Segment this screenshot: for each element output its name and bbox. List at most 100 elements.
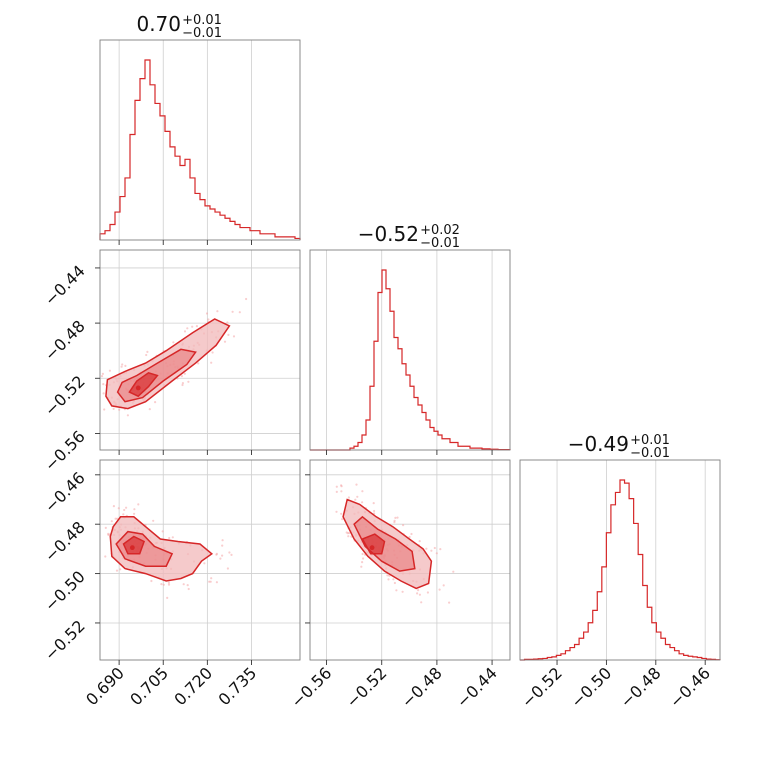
panel-frame (309, 459, 511, 661)
scatter-point (418, 593, 421, 596)
contour-inner-1 (122, 535, 146, 555)
panel-frame (99, 39, 301, 241)
scatter-point (172, 341, 175, 344)
scatter-point (439, 548, 442, 551)
scatter-point (210, 577, 213, 580)
scatter-point (394, 516, 397, 520)
x-tick-label: 0.735 (214, 663, 260, 709)
scatter-point (102, 383, 105, 386)
scatter-point (215, 581, 218, 584)
histogram-param-0 (99, 59, 301, 240)
scatter-point (112, 505, 115, 508)
scatter-point (245, 297, 248, 301)
scatter-point (100, 375, 104, 378)
scatter-point (433, 546, 436, 550)
scatter-point (187, 587, 190, 591)
scatter-point (410, 532, 413, 536)
scatter-point (373, 509, 376, 513)
scatter-point (372, 502, 375, 505)
frames-layer (99, 39, 721, 661)
scatter-point (150, 579, 153, 583)
scatter-point (348, 531, 351, 535)
scatter-point (340, 485, 343, 488)
scatter-point (166, 596, 169, 600)
histogram-param-2 (520, 479, 721, 661)
title-param-1-plus: +0.02 (420, 223, 460, 238)
scatter-point (392, 578, 395, 581)
scatter-point (115, 569, 119, 572)
scatter-point (197, 362, 200, 365)
title-param-2-value: −0.49 (568, 432, 629, 456)
panel-frame (519, 459, 721, 661)
scatter-point (387, 578, 390, 581)
scatter-point (183, 372, 186, 375)
scatter-point (418, 540, 421, 543)
scatter-point (438, 588, 441, 591)
x-tick-label: −0.50 (567, 663, 615, 711)
title-param-2-minus: −0.01 (630, 446, 670, 461)
scatter-point (395, 589, 398, 592)
scatter-point (116, 517, 119, 520)
scatter-point (171, 536, 174, 539)
x-tick-label: −0.48 (398, 663, 446, 711)
scatter-point (361, 552, 364, 556)
scatter-point (361, 501, 364, 504)
scatter-point (210, 361, 213, 364)
x-tick-label: 0.705 (126, 663, 172, 709)
scatter-point (396, 516, 399, 519)
scatter-point (430, 549, 433, 552)
scatter-point (180, 375, 183, 378)
scatter-point (114, 517, 117, 520)
panel-frame (309, 249, 511, 451)
scatter-point (152, 519, 155, 522)
scatter-point (355, 483, 358, 486)
scatter-point (238, 311, 241, 314)
x-tick-label: 0.720 (170, 663, 216, 709)
scatter-point (340, 512, 343, 515)
scatter-point (120, 365, 123, 368)
scatter-point (124, 364, 127, 367)
scatter-point (442, 584, 445, 587)
scatter-point (226, 567, 229, 570)
scatter-point (417, 589, 420, 592)
scatter-point (160, 583, 163, 586)
scatter-point (221, 554, 224, 557)
y-tick-label: −0.48 (41, 316, 89, 364)
scatter-point (148, 408, 151, 411)
title-param-1-value: −0.52 (358, 222, 419, 246)
scatter-point (228, 551, 231, 554)
scatter-point (146, 350, 149, 353)
scatter-point (181, 382, 184, 385)
scatter-point (420, 601, 423, 604)
contour-peak-1 (129, 545, 135, 551)
title-param-0-minus: −0.01 (182, 26, 222, 41)
scatter-point (186, 584, 189, 587)
scatter-point (216, 310, 219, 313)
scatter-point (103, 408, 106, 411)
x-tick-label: 0.690 (82, 663, 128, 709)
title-param-0-plus: +0.01 (182, 13, 222, 28)
title-param-1-minus: −0.01 (420, 236, 460, 251)
scatter-point (347, 496, 350, 499)
y-tick-label: −0.52 (41, 372, 89, 420)
scatter-point (227, 333, 230, 336)
contour-peak-2 (369, 545, 375, 551)
scatter-point (386, 574, 389, 577)
scatter-point (230, 553, 233, 557)
marks-layer (99, 59, 721, 661)
panel-frame (99, 459, 301, 661)
y-tick-label: −0.46 (41, 468, 89, 516)
scatter-point (408, 535, 411, 539)
scatter-point (191, 325, 194, 328)
y-tick-label: −0.48 (41, 518, 89, 566)
scatter-point (110, 520, 113, 523)
scatter-point (215, 552, 218, 556)
scatter-point (231, 310, 234, 313)
scatter-point (162, 583, 165, 586)
scatter-point (226, 321, 229, 324)
title-param-0-value: 0.70 (136, 12, 181, 36)
scatter-point (126, 414, 129, 417)
panel-frame (99, 249, 301, 451)
